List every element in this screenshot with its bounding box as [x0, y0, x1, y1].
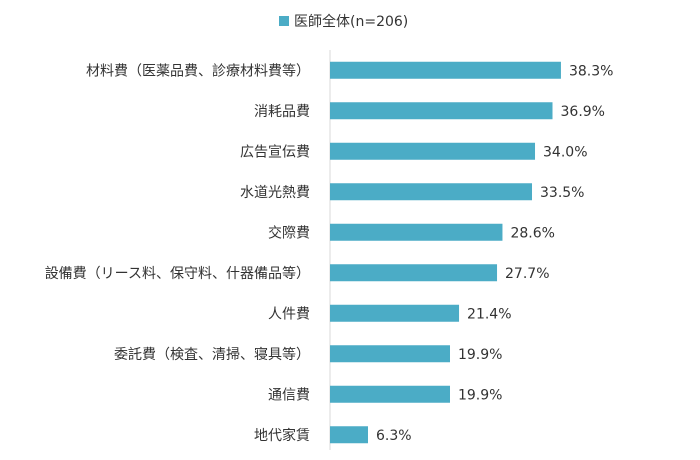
bar-0 — [330, 61, 561, 79]
bar-1 — [330, 102, 553, 120]
category-label-9: 地代家賃 — [254, 427, 310, 444]
bar-3 — [330, 183, 533, 201]
category-label-2: 広告宣伝費 — [240, 144, 310, 160]
value-label-0: 38.3% — [569, 63, 613, 79]
category-label-8: 通信費 — [268, 387, 310, 403]
value-label-9: 6.3% — [376, 428, 412, 444]
bar-7 — [330, 345, 450, 363]
bar-9 — [330, 426, 368, 444]
value-label-7: 19.9% — [458, 347, 502, 363]
category-label-7: 委託費（検査、清掃、寝具等） — [114, 346, 310, 363]
bars — [330, 61, 561, 444]
value-label-3: 33.5% — [540, 185, 584, 201]
category-label-3: 水道光熱費 — [240, 185, 310, 201]
bar-8 — [330, 385, 450, 403]
bar-2 — [330, 142, 536, 160]
category-label-5: 設備費（リース料、保守料、什器備品等） — [45, 265, 310, 282]
value-label-4: 28.6% — [510, 225, 554, 241]
value-label-6: 21.4% — [467, 306, 511, 322]
value-label-5: 27.7% — [505, 266, 549, 282]
value-label-1: 36.9% — [561, 104, 605, 120]
value-label-8: 19.9% — [458, 387, 502, 403]
legend-label: 医師全体(n=206) — [294, 13, 408, 30]
value-label-2: 34.0% — [543, 144, 587, 160]
category-label-1: 消耗品費 — [254, 104, 310, 120]
legend-swatch — [279, 16, 289, 26]
category-label-0: 材料費（医薬品費、診療材料費等） — [86, 62, 310, 79]
category-label-4: 交際費 — [268, 224, 310, 241]
value-labels: 38.3% 36.9% 34.0% 33.5% 28.6% 27.7% 21.4% 19.9%… — [376, 63, 613, 444]
legend: 医師全体(n=206) — [279, 13, 408, 30]
category-label-6: 人件費 — [268, 306, 310, 322]
bar-6 — [330, 304, 460, 322]
bar-4 — [330, 223, 503, 241]
bar-5 — [330, 264, 498, 282]
category-labels: 材料費（医薬品費、診療材料費等） 消耗品費広告宣伝費水道光熱費交際費設備費（リース… — [45, 62, 310, 444]
